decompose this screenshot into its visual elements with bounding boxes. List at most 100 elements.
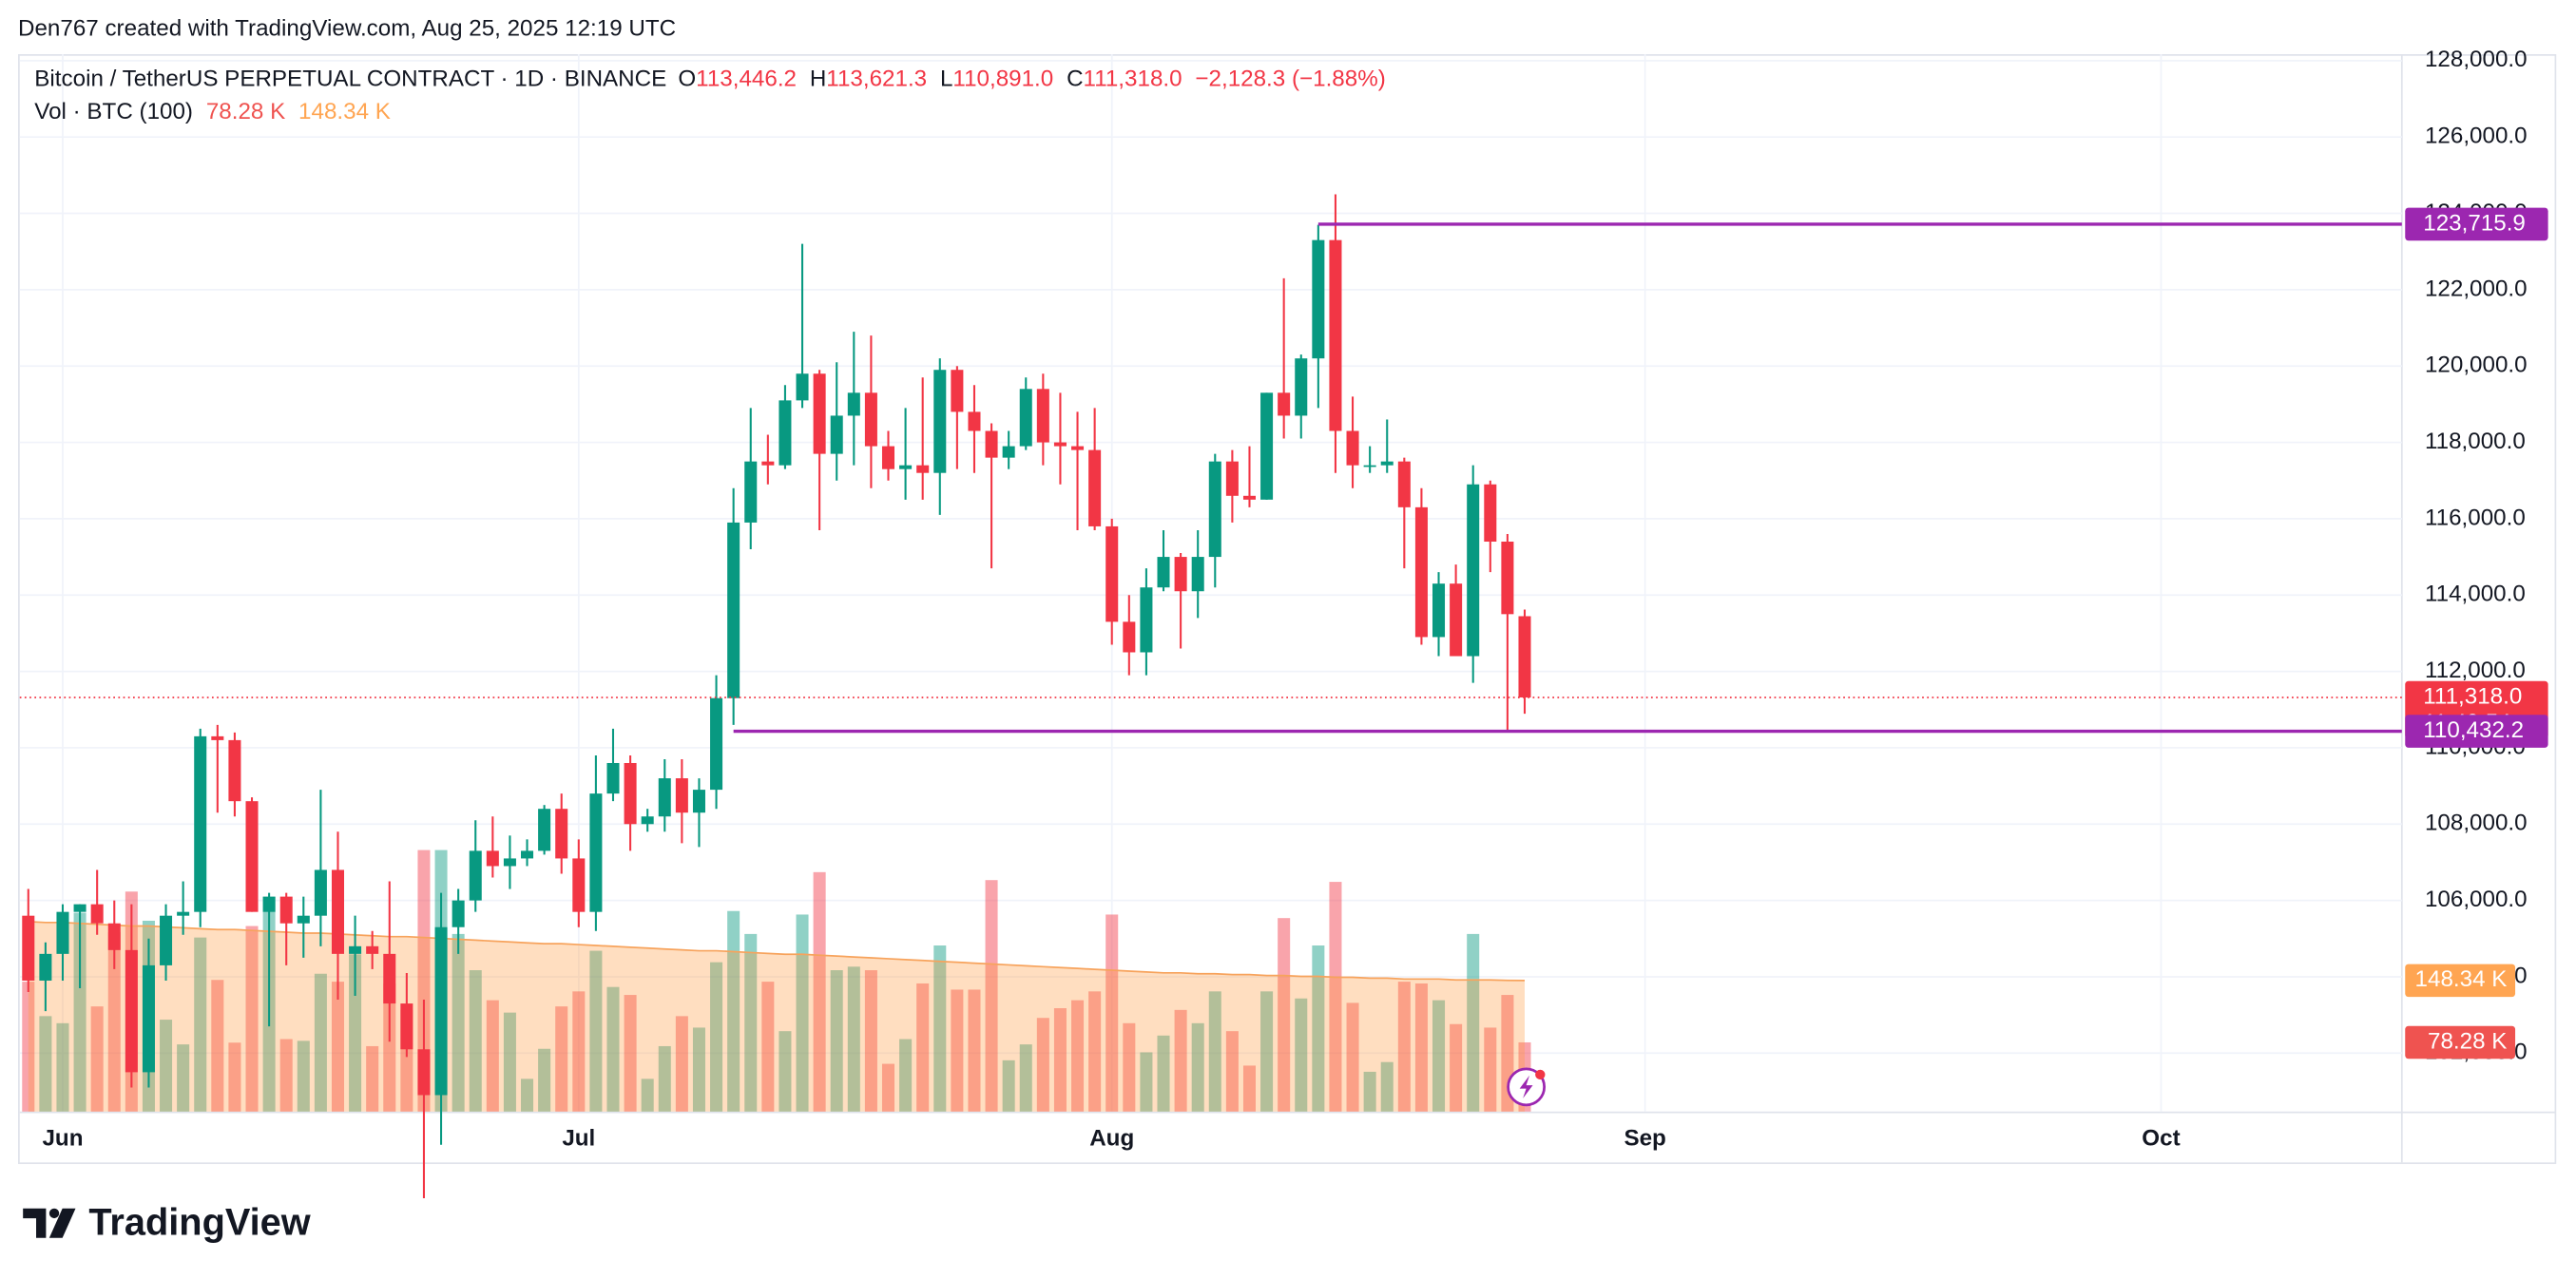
level-label: 123,715.9: [2423, 210, 2526, 236]
candle-body: [1088, 449, 1102, 526]
ohlc-key: L: [940, 67, 952, 92]
y-tick-label: 122,000.0: [2425, 276, 2528, 301]
candle-body: [1363, 465, 1376, 468]
candle-body: [1174, 557, 1187, 592]
volume-bar: [1450, 1023, 1463, 1112]
volume-bar: [1380, 1061, 1394, 1112]
ohlc-key: O: [678, 67, 696, 92]
volume-bar: [1140, 1052, 1153, 1112]
logo-text: TradingView: [88, 1201, 310, 1243]
candle-body: [1518, 616, 1531, 697]
candle-body: [847, 392, 860, 416]
volume-bar: [383, 983, 396, 1112]
candle-body: [572, 858, 586, 912]
volume-bar: [985, 880, 998, 1112]
volume-bar: [1295, 998, 1308, 1112]
candle-body: [589, 793, 603, 912]
volume-bar: [933, 945, 947, 1112]
candle-body: [675, 778, 688, 813]
volume-bar: [813, 871, 826, 1112]
icon-dot: [1535, 1069, 1546, 1080]
candle-body: [279, 896, 293, 924]
candle-body: [864, 392, 877, 447]
volume-bar: [1363, 1071, 1376, 1112]
candle-body: [1071, 446, 1085, 450]
x-tick-label: Jun: [42, 1126, 83, 1152]
candle-body: [641, 816, 654, 825]
candle-body: [297, 915, 310, 924]
volume-bar: [555, 1006, 568, 1112]
candle-body: [538, 809, 551, 851]
volume-bar: [710, 962, 723, 1112]
volume-bar: [727, 910, 740, 1112]
volume-bar: [830, 970, 843, 1112]
volume-bar: [56, 1022, 69, 1112]
candle-body: [177, 911, 190, 916]
candle-body: [555, 809, 568, 859]
candle-body: [349, 945, 362, 954]
volume-bar: [968, 989, 981, 1112]
candle-body: [830, 415, 843, 454]
candle-body: [1123, 621, 1136, 653]
candle-body: [1380, 461, 1394, 466]
candle-body: [985, 430, 998, 458]
replay-icon[interactable]: [1507, 1067, 1546, 1107]
volume-bar: [279, 1039, 293, 1112]
candle-body: [1053, 442, 1067, 447]
volume-bar: [160, 1020, 173, 1112]
candle-body: [727, 522, 740, 698]
symbol: Bitcoin / TetherUS PERPETUAL CONTRACT · …: [34, 67, 666, 92]
candle-body: [125, 949, 138, 1073]
volume-bar: [1105, 914, 1119, 1112]
candle-body: [1346, 430, 1359, 466]
ohlc-value: 113,446.2: [696, 67, 797, 92]
volume-bar: [1019, 1044, 1032, 1112]
ohlc-value: 113,621.3: [826, 67, 927, 92]
x-tick-label: Oct: [2142, 1126, 2180, 1152]
change: −2,128.3 (−1.88%): [1195, 67, 1385, 92]
volume-bar: [1432, 1000, 1446, 1112]
candle-body: [1019, 389, 1032, 447]
candle-body: [1242, 495, 1256, 500]
volume-legend: Vol · BTC (100) 78.28 K 148.34 K: [34, 100, 391, 125]
candle-body: [813, 373, 826, 454]
candle-body: [1484, 484, 1497, 543]
candle-body: [160, 915, 173, 965]
candle-body: [1450, 583, 1463, 657]
y-tick-label: 106,000.0: [2425, 887, 2528, 912]
ohlc-key: C: [1067, 67, 1083, 92]
candle-body: [710, 697, 723, 791]
volume-bar: [847, 966, 860, 1112]
volume-bar: [194, 937, 207, 1112]
candle-body: [1208, 461, 1221, 558]
volume-bar: [1191, 1022, 1204, 1112]
candle-body: [658, 778, 671, 817]
volume-bar: [1329, 882, 1342, 1112]
volume-bar: [331, 982, 344, 1112]
candle-body: [1157, 557, 1170, 588]
candle-body: [503, 858, 516, 867]
candle-body: [1329, 239, 1342, 431]
chart-frame: [18, 54, 2557, 1165]
volume-bar: [1260, 991, 1274, 1112]
candle-body: [796, 373, 809, 401]
candle-body: [881, 446, 895, 469]
volume-bar: [73, 912, 87, 1112]
y-tick-label: 114,000.0: [2425, 582, 2526, 607]
volume-bar: [90, 1006, 104, 1112]
volume-bar: [469, 970, 482, 1112]
y-tick-label: 108,000.0: [2425, 811, 2528, 836]
candle-body: [1397, 461, 1411, 507]
volume-bar: [503, 1012, 516, 1112]
candle-body: [228, 739, 241, 802]
level-box: [2405, 715, 2548, 748]
candle-body: [1191, 557, 1204, 592]
candle-body: [211, 735, 224, 740]
candle-body: [486, 850, 499, 867]
volume-bar: [1208, 991, 1221, 1112]
candle-body: [1225, 461, 1239, 496]
volume-bar: [1242, 1065, 1256, 1112]
volume-tag-label: 148.34 K: [2415, 966, 2508, 992]
candle-body: [1140, 587, 1153, 653]
